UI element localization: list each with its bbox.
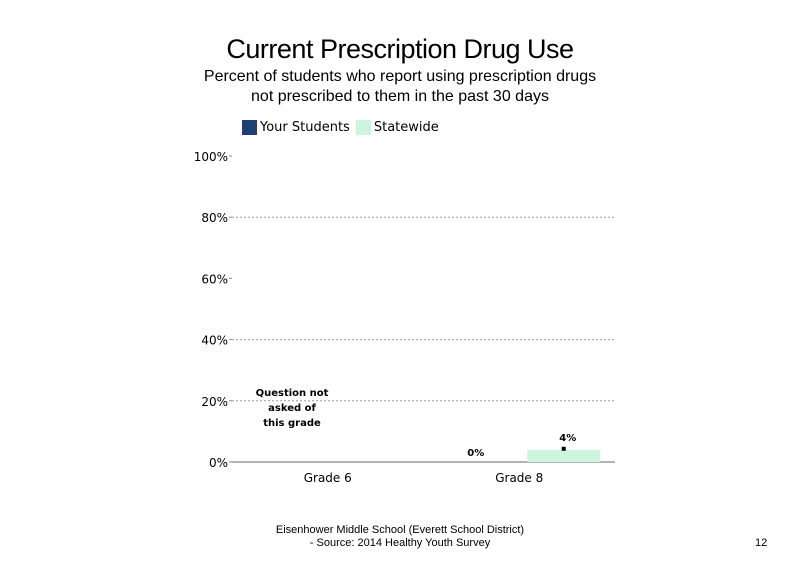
legend-label-your-students: Your Students bbox=[260, 119, 350, 135]
legend: Your Students Statewide bbox=[242, 118, 445, 136]
data-label: 0% bbox=[467, 448, 484, 459]
y-tick-label: 0% bbox=[209, 456, 228, 470]
chart-title: Current Prescription Drug Use bbox=[226, 34, 574, 64]
legend-item-statewide: Statewide bbox=[355, 119, 439, 135]
annotation-line: this grade bbox=[263, 418, 321, 429]
y-tick-label: 20% bbox=[201, 395, 228, 409]
annotation-line: asked of bbox=[268, 403, 316, 414]
page-number: 12 bbox=[755, 537, 768, 549]
bar-statewide bbox=[527, 449, 601, 462]
chart-subtitle: Percent of students who report using pre… bbox=[203, 68, 597, 105]
legend-swatch-statewide bbox=[355, 119, 371, 135]
x-tick-label: Grade 6 bbox=[304, 471, 352, 485]
y-tick-label: 80% bbox=[201, 211, 228, 225]
footer-source: - Source: 2014 Healthy Youth Survey bbox=[309, 537, 491, 549]
data-label: 4% bbox=[559, 433, 576, 444]
annotation-line: Question not bbox=[256, 388, 329, 399]
footer: Eisenhower Middle School (Everett School… bbox=[200, 524, 600, 550]
footer-school: Eisenhower Middle School (Everett School… bbox=[275, 524, 525, 536]
y-tick-label: 60% bbox=[201, 272, 228, 286]
legend-swatch-your-students bbox=[242, 119, 257, 135]
y-tick-label: 100% bbox=[194, 150, 228, 164]
legend-label-statewide: Statewide bbox=[373, 119, 439, 135]
legend-item-your-students: Your Students bbox=[242, 119, 350, 135]
x-tick-label: Grade 8 bbox=[495, 471, 543, 485]
y-tick-label: 40% bbox=[201, 334, 228, 348]
error-marker bbox=[561, 446, 566, 451]
